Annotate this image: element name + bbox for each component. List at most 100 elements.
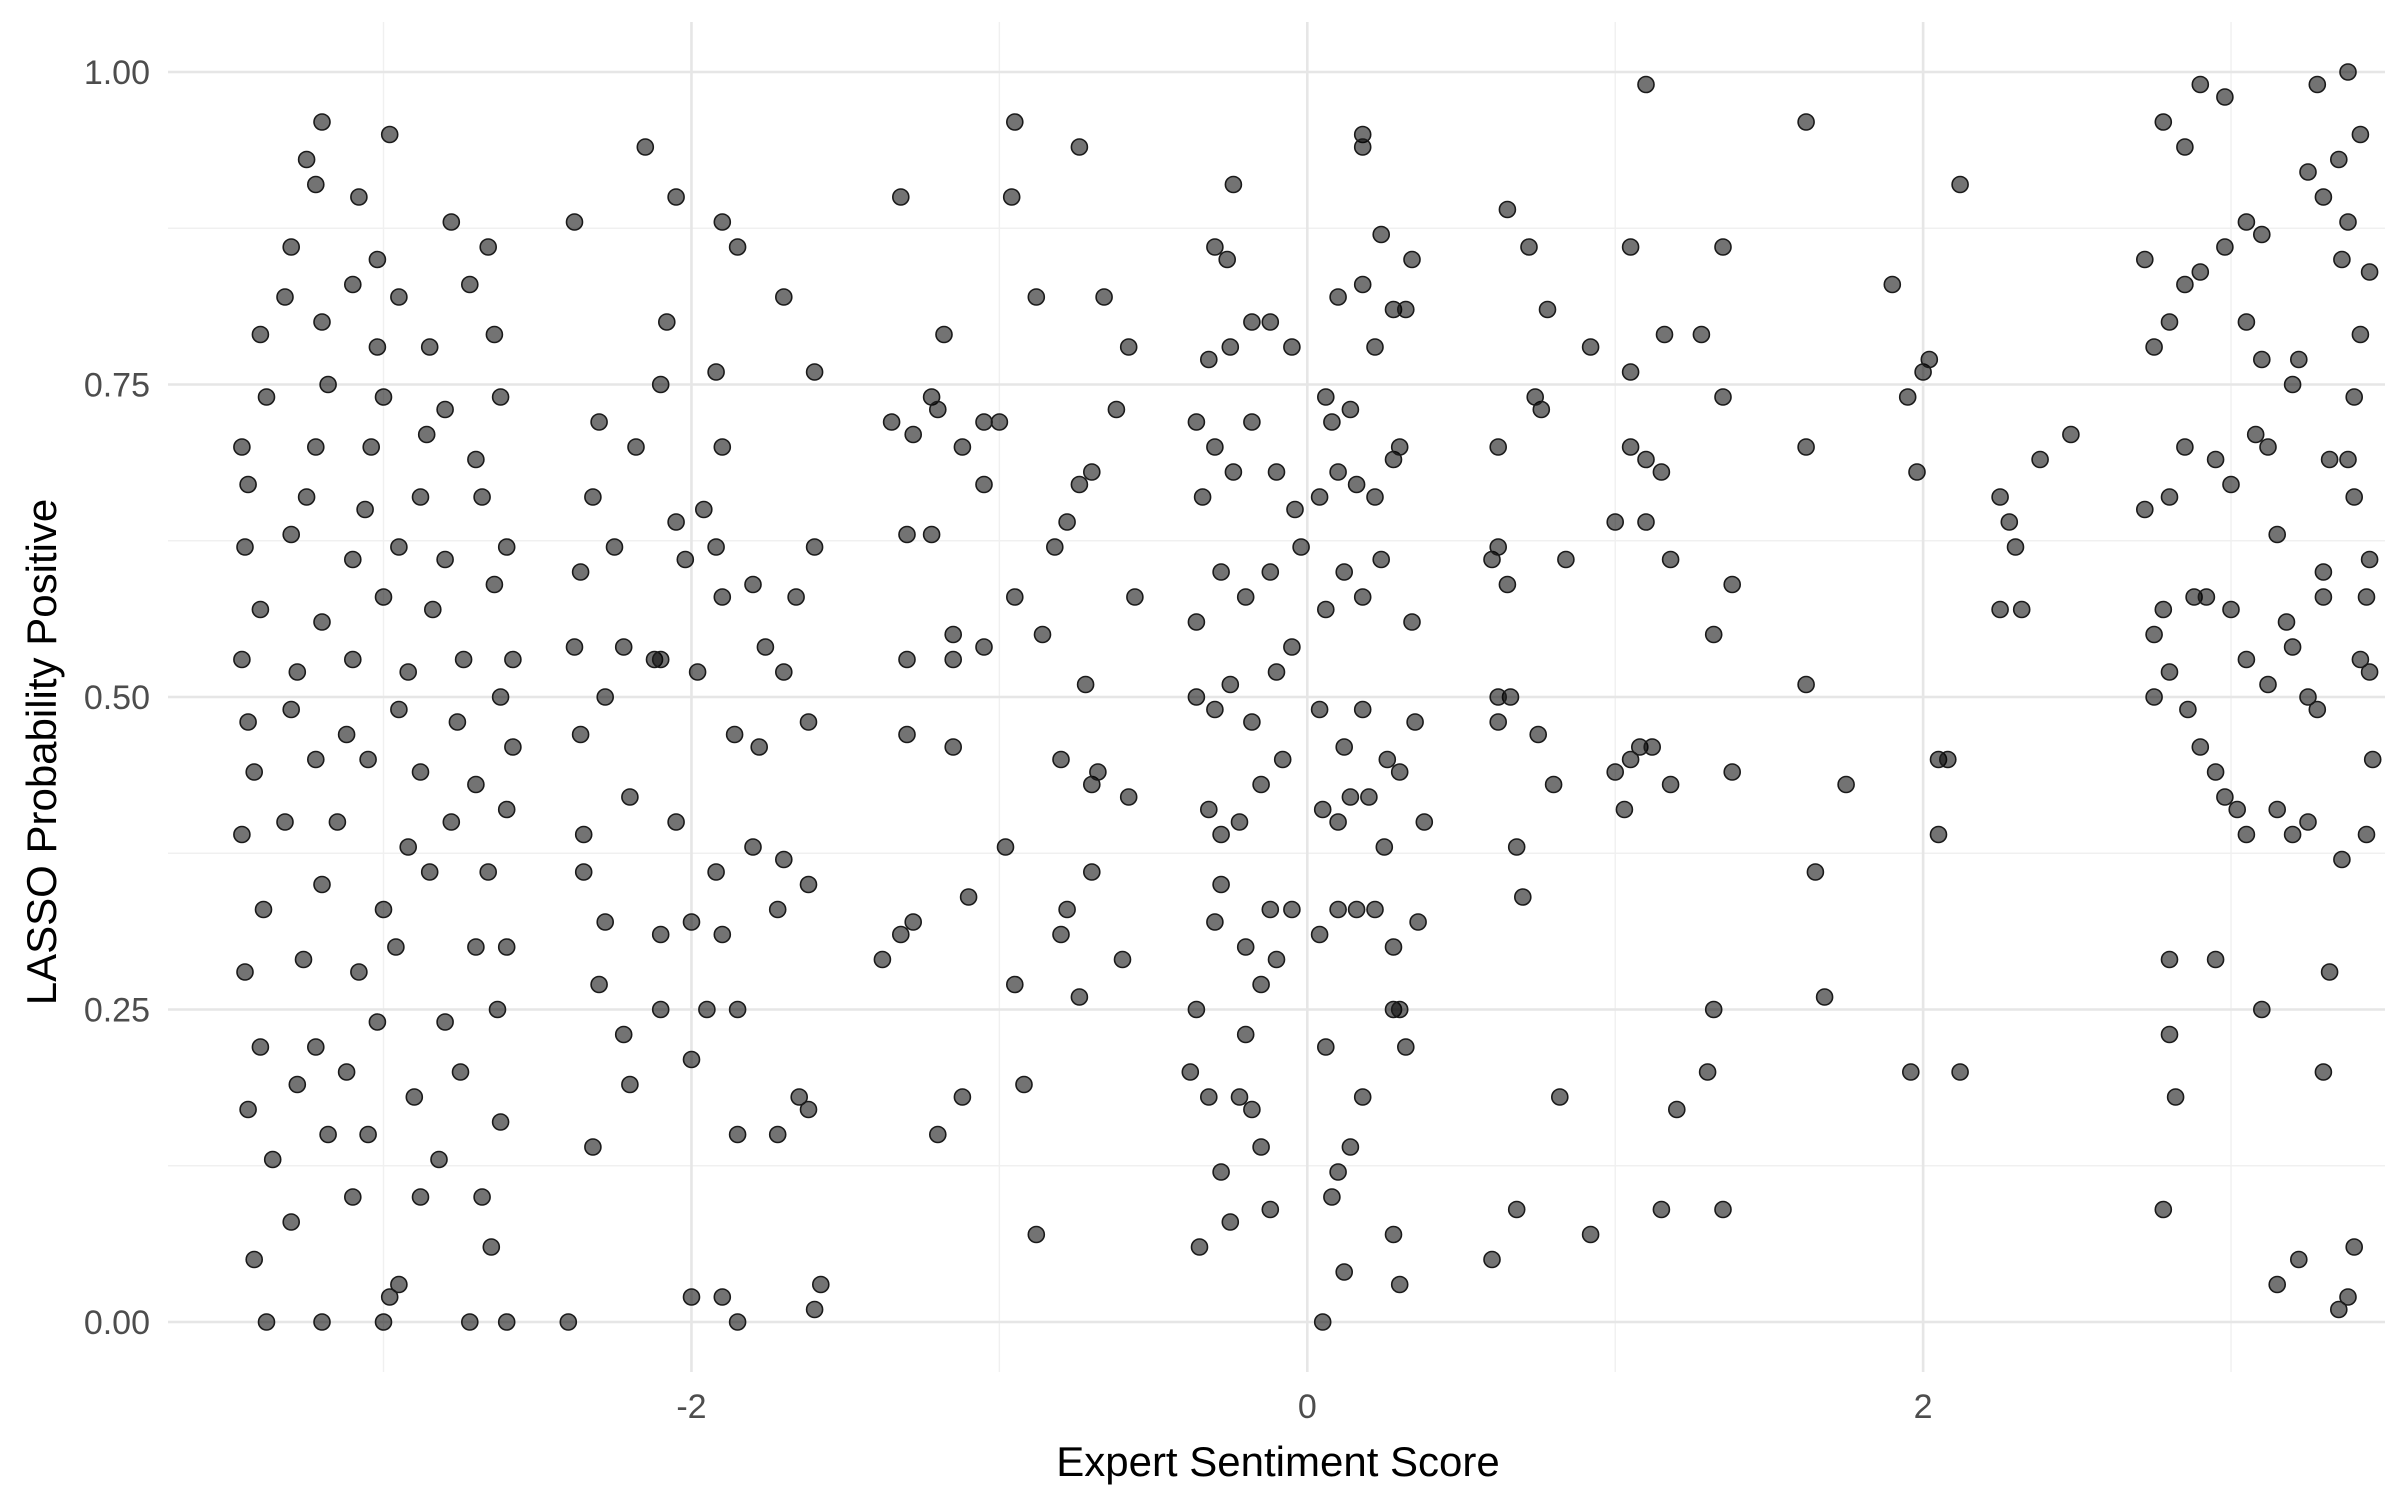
data-point bbox=[1052, 750, 1070, 769]
data-point bbox=[257, 388, 276, 406]
data-point bbox=[1360, 788, 1378, 806]
data-point bbox=[805, 363, 824, 381]
data-point bbox=[1119, 338, 1138, 356]
data-point bbox=[1267, 463, 1286, 481]
data-point bbox=[1317, 1038, 1335, 1056]
data-point bbox=[744, 575, 762, 594]
data-point bbox=[282, 238, 301, 256]
data-point bbox=[1058, 900, 1076, 919]
data-point bbox=[1126, 588, 1144, 606]
data-point bbox=[1212, 825, 1230, 844]
data-point bbox=[1991, 488, 2009, 506]
data-point bbox=[306, 175, 325, 194]
data-point bbox=[2216, 238, 2234, 256]
data-point bbox=[1529, 725, 1547, 744]
data-point bbox=[1218, 250, 1236, 269]
data-point bbox=[1083, 463, 1101, 481]
data-point bbox=[1544, 775, 1563, 794]
x-tick-label: 0 bbox=[1298, 1388, 1317, 1426]
data-point bbox=[390, 538, 408, 556]
data-point bbox=[1939, 750, 1957, 769]
data-point bbox=[1498, 200, 1517, 219]
x-axis-tick-labels: -2 0 2 bbox=[676, 1388, 1932, 1426]
data-point bbox=[239, 475, 257, 494]
data-point bbox=[1313, 1313, 1332, 1331]
data-point bbox=[2345, 388, 2363, 406]
data-point bbox=[574, 863, 593, 881]
data-point bbox=[1341, 400, 1360, 419]
data-point bbox=[359, 1125, 377, 1144]
data-point bbox=[1335, 563, 1353, 581]
data-point bbox=[750, 738, 769, 756]
data-point bbox=[873, 950, 892, 969]
data-point bbox=[1323, 1188, 1341, 1206]
data-point bbox=[1261, 313, 1280, 331]
data-point bbox=[621, 788, 639, 806]
data-point bbox=[1557, 550, 1575, 569]
data-point bbox=[1341, 1138, 1360, 1156]
data-point bbox=[374, 1313, 393, 1331]
data-point bbox=[1797, 113, 1815, 131]
data-point bbox=[374, 900, 393, 919]
y-tick-label: 0.75 bbox=[84, 367, 150, 405]
data-point bbox=[1119, 788, 1138, 806]
data-point bbox=[898, 650, 916, 669]
data-point bbox=[2216, 788, 2234, 806]
data-point bbox=[1329, 463, 1347, 481]
data-point bbox=[245, 763, 263, 781]
data-point bbox=[2283, 638, 2302, 656]
data-point bbox=[1083, 863, 1101, 881]
data-point bbox=[362, 438, 381, 456]
data-point bbox=[657, 313, 676, 331]
data-point bbox=[774, 663, 793, 681]
data-point bbox=[504, 738, 522, 756]
data-point bbox=[504, 650, 522, 669]
data-point bbox=[1267, 950, 1286, 969]
data-point bbox=[1286, 500, 1304, 519]
data-point bbox=[2339, 213, 2357, 231]
data-point bbox=[651, 925, 670, 944]
data-point bbox=[1212, 875, 1230, 894]
data-point bbox=[2160, 663, 2179, 681]
data-point bbox=[254, 900, 273, 919]
data-point bbox=[787, 588, 805, 606]
data-point bbox=[380, 1288, 399, 1306]
data-point bbox=[2216, 88, 2234, 106]
data-point bbox=[436, 1013, 454, 1031]
data-point bbox=[1643, 738, 1661, 756]
data-point bbox=[343, 1188, 362, 1206]
data-point bbox=[497, 538, 516, 556]
data-point bbox=[1347, 900, 1366, 919]
data-point bbox=[1606, 513, 1624, 531]
data-point bbox=[454, 650, 473, 669]
data-point bbox=[2062, 425, 2080, 444]
data-point bbox=[1661, 775, 1680, 794]
data-point bbox=[574, 825, 593, 844]
data-point bbox=[1637, 75, 1655, 94]
data-point bbox=[497, 1313, 516, 1331]
data-point bbox=[1498, 575, 1517, 594]
major-gridlines bbox=[168, 22, 2385, 1372]
data-point bbox=[1403, 613, 1421, 631]
data-point bbox=[2345, 488, 2363, 506]
data-point bbox=[1723, 763, 1741, 781]
data-point bbox=[263, 1150, 282, 1169]
data-point bbox=[799, 713, 818, 731]
data-point bbox=[497, 938, 516, 956]
data-point bbox=[236, 538, 254, 556]
data-point bbox=[328, 813, 347, 831]
data-point bbox=[1273, 750, 1292, 769]
data-point bbox=[882, 413, 901, 431]
data-point bbox=[1095, 288, 1113, 306]
data-point bbox=[2290, 1250, 2308, 1269]
data-point bbox=[2339, 1288, 2357, 1306]
data-point bbox=[1507, 838, 1526, 856]
data-point bbox=[2314, 588, 2333, 606]
data-point bbox=[805, 538, 824, 556]
data-point bbox=[1002, 188, 1021, 206]
data-point bbox=[1181, 1063, 1200, 1081]
data-point bbox=[2333, 850, 2351, 869]
data-point bbox=[565, 213, 584, 231]
data-point bbox=[2259, 675, 2277, 694]
